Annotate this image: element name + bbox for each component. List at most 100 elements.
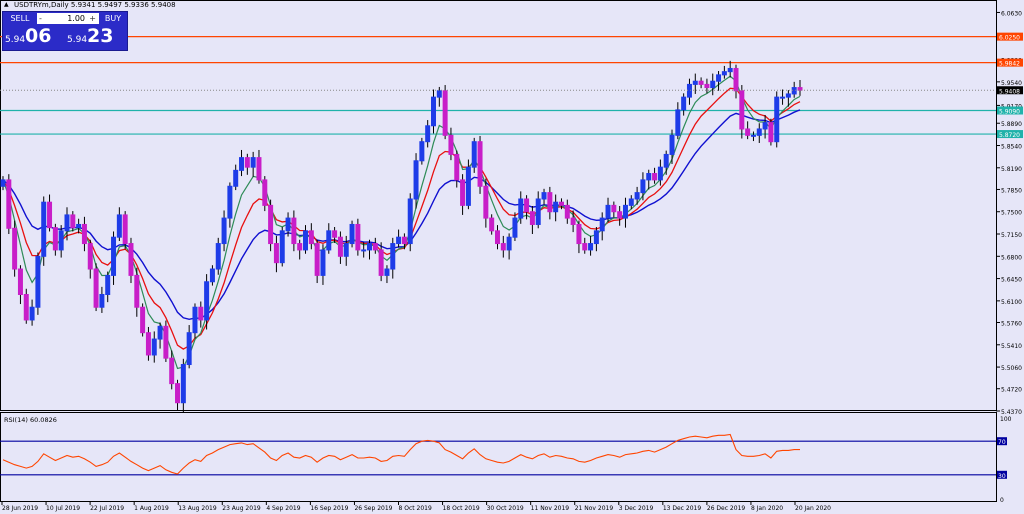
price-label-box	[997, 106, 1023, 115]
collapse-icon[interactable]: ▲	[4, 1, 9, 8]
x-tick-label: 20 Jan 2020	[795, 505, 831, 512]
sell-button[interactable]: SELL	[10, 14, 30, 23]
price-label: 5.9408	[999, 88, 1020, 95]
x-tick-label: 8 Oct 2019	[399, 505, 432, 512]
bull-candle	[157, 325, 163, 340]
bull-candle	[716, 74, 722, 82]
x-tick-label: 18 Oct 2019	[443, 505, 480, 512]
bear-candle	[87, 243, 93, 270]
bear-candle	[47, 201, 53, 229]
moving-average-slow-line	[2, 109, 801, 321]
bear-candle	[262, 179, 268, 206]
y-tick-label: 5.8540	[1001, 144, 1022, 151]
bull-candle	[151, 338, 157, 356]
bull-candle	[343, 243, 349, 257]
bull-candle	[390, 243, 396, 270]
bull-candle	[436, 90, 442, 98]
bear-candle	[198, 306, 204, 321]
bull-candle	[279, 230, 285, 264]
bull-candle	[58, 230, 64, 251]
rsi-level-label: 70	[998, 439, 1006, 446]
bear-candle	[489, 217, 495, 232]
sell-price[interactable]: 5.9406	[5, 25, 65, 49]
bull-candle	[518, 198, 524, 219]
x-tick-label: 1 Aug 2019	[134, 505, 169, 512]
bull-candle	[99, 293, 105, 308]
bear-candle	[582, 243, 588, 251]
bear-candle	[576, 223, 582, 245]
bull-candle	[384, 268, 390, 276]
x-tick-label: 8 Jan 2020	[751, 505, 783, 512]
bear-candle	[617, 211, 623, 219]
bull-candle	[780, 96, 786, 99]
lot-increase-button[interactable]: +	[89, 14, 96, 23]
sell-price-prefix: 5.94	[5, 35, 26, 45]
x-tick-label: 10 Jul 2019	[46, 505, 80, 512]
bull-candle	[721, 71, 727, 76]
bear-candle	[355, 223, 361, 251]
bear-candle	[337, 236, 343, 257]
lot-decrease-button[interactable]: -	[39, 14, 42, 23]
rsi-level-box	[997, 470, 1007, 479]
bull-candle	[35, 255, 41, 308]
bear-candle	[268, 204, 274, 245]
y-tick-label: 5.5410	[1001, 343, 1022, 350]
y-tick-label: 5.7500	[1001, 210, 1022, 217]
bull-candle	[396, 236, 402, 245]
y-tick-label: 5.4720	[1001, 387, 1022, 394]
bear-candle	[169, 357, 175, 385]
y-tick-label: 5.4370	[1001, 409, 1022, 416]
bear-candle	[454, 153, 460, 181]
y-tick-label: 5.8890	[1001, 121, 1022, 128]
price-label-box	[997, 86, 1023, 95]
bear-candle	[547, 192, 553, 213]
lot-value[interactable]: 1.00	[67, 14, 85, 23]
bull-candle	[41, 201, 47, 257]
bear-candle	[93, 268, 99, 308]
bear-candle	[570, 217, 576, 225]
buy-price[interactable]: 5.9423	[67, 25, 127, 49]
bear-candle	[52, 227, 58, 251]
bear-candle	[372, 243, 378, 251]
x-tick-label: 28 Jun 2019	[2, 505, 38, 512]
sell-price-pips: 06	[25, 25, 52, 47]
x-tick-label: 26 Sep 2019	[354, 505, 392, 512]
bull-candle	[663, 153, 669, 168]
y-tick-label: 5.6450	[1001, 277, 1022, 284]
bull-candle	[710, 80, 716, 89]
bull-candle	[76, 223, 82, 229]
bull-candle	[791, 87, 797, 95]
bull-candle	[634, 192, 640, 200]
rsi-label: RSI(14) 60.0826	[4, 416, 57, 424]
bull-candle	[646, 173, 652, 181]
bull-candle	[599, 217, 605, 232]
bull-candle	[413, 160, 419, 200]
x-tick-label: 22 Jul 2019	[90, 505, 124, 512]
bull-candle	[116, 214, 122, 238]
buy-button[interactable]: BUY	[104, 14, 122, 23]
bear-candle	[652, 173, 658, 181]
bear-candle	[308, 230, 314, 245]
bull-candle	[593, 230, 599, 245]
bull-candle	[727, 67, 733, 73]
bull-candle	[512, 217, 518, 238]
bull-candle	[204, 281, 210, 321]
bear-candle	[401, 236, 407, 245]
bull-candle	[0, 179, 6, 187]
bear-candle	[698, 80, 704, 85]
bull-candle	[285, 217, 291, 232]
bull-candle	[361, 249, 367, 252]
x-tick-label: 21 Nov 2019	[575, 505, 614, 512]
lot-size-field[interactable]: - 1.00 +	[37, 13, 99, 24]
bear-candle	[134, 274, 140, 308]
bull-candle	[675, 109, 681, 136]
bear-candle	[768, 122, 774, 143]
bear-candle	[564, 204, 570, 219]
bull-candle	[465, 166, 471, 206]
bull-candle	[774, 96, 780, 143]
moving-average-fast-line	[2, 75, 801, 370]
price-label: 5.9842	[999, 61, 1020, 68]
bear-candle	[500, 243, 506, 251]
bull-candle	[227, 185, 233, 219]
